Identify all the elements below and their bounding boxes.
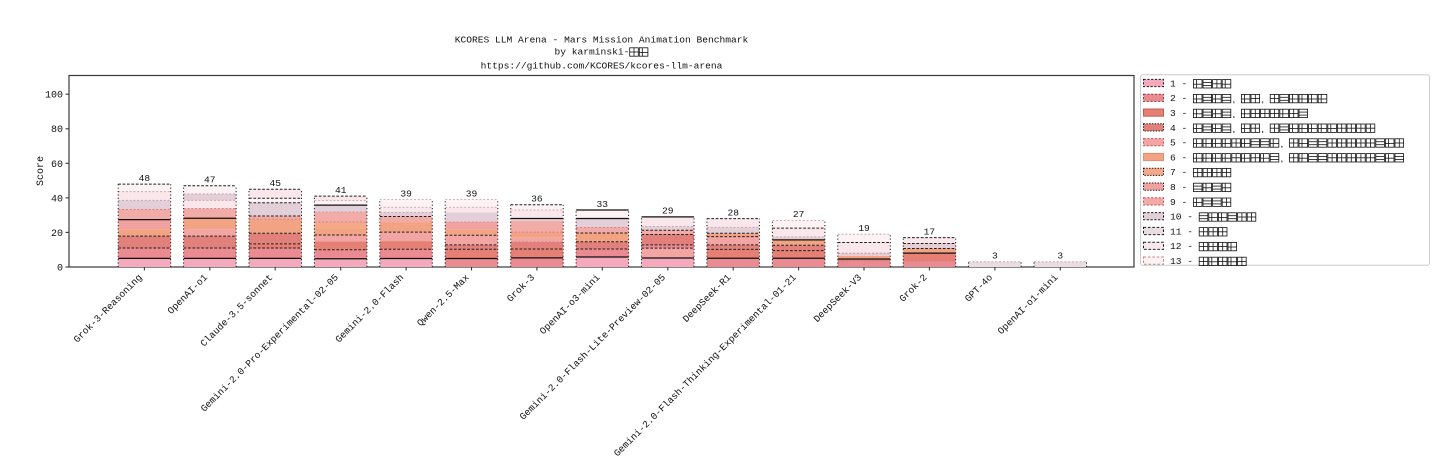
svg-text:17: 17 [924,226,936,237]
svg-text:40: 40 [51,194,63,205]
svg-text:11 -: 11 - [1170,226,1199,237]
svg-text:3: 3 [1057,251,1063,262]
svg-text:8 -: 8 - [1170,182,1193,193]
svg-text:27: 27 [793,209,805,220]
svg-text:36: 36 [531,194,543,205]
svg-text:0: 0 [57,263,63,274]
svg-text:5 -: 5 - [1170,138,1193,149]
svg-text:13 -: 13 - [1170,256,1199,267]
svg-text:9 -: 9 - [1170,197,1193,208]
svg-text:3 -: 3 - [1170,108,1193,119]
svg-text:39: 39 [400,188,412,199]
svg-text:20: 20 [51,229,63,240]
svg-text:7 -: 7 - [1170,167,1193,178]
svg-text:Score: Score [36,156,47,186]
svg-text:10 -: 10 - [1170,212,1199,223]
svg-text:47: 47 [204,175,216,186]
svg-text:12 -: 12 - [1170,241,1199,252]
svg-text:29: 29 [662,206,674,217]
svg-text:4 -: 4 - [1170,123,1193,134]
svg-text:KCORES LLM Arena - Mars Missio: KCORES LLM Arena - Mars Mission Animatio… [455,35,749,46]
svg-text:45: 45 [269,178,281,189]
svg-text:80: 80 [51,125,63,136]
svg-text:19: 19 [858,223,870,234]
svg-text:3: 3 [992,251,998,262]
svg-text:33: 33 [597,199,609,210]
svg-text:28: 28 [727,207,739,218]
svg-text:2 -: 2 - [1170,93,1193,104]
svg-text:by karminski-: by karminski- [555,47,630,58]
svg-text:41: 41 [335,185,347,196]
svg-text:39: 39 [466,188,478,199]
svg-text:60: 60 [51,160,63,171]
svg-text:6 -: 6 - [1170,152,1193,163]
svg-text:48: 48 [139,173,151,184]
svg-text:https://github.com/KCORES/kcor: https://github.com/KCORES/kcores-llm-are… [481,61,723,72]
svg-text:1 -: 1 - [1170,78,1193,89]
svg-text:100: 100 [45,91,63,102]
